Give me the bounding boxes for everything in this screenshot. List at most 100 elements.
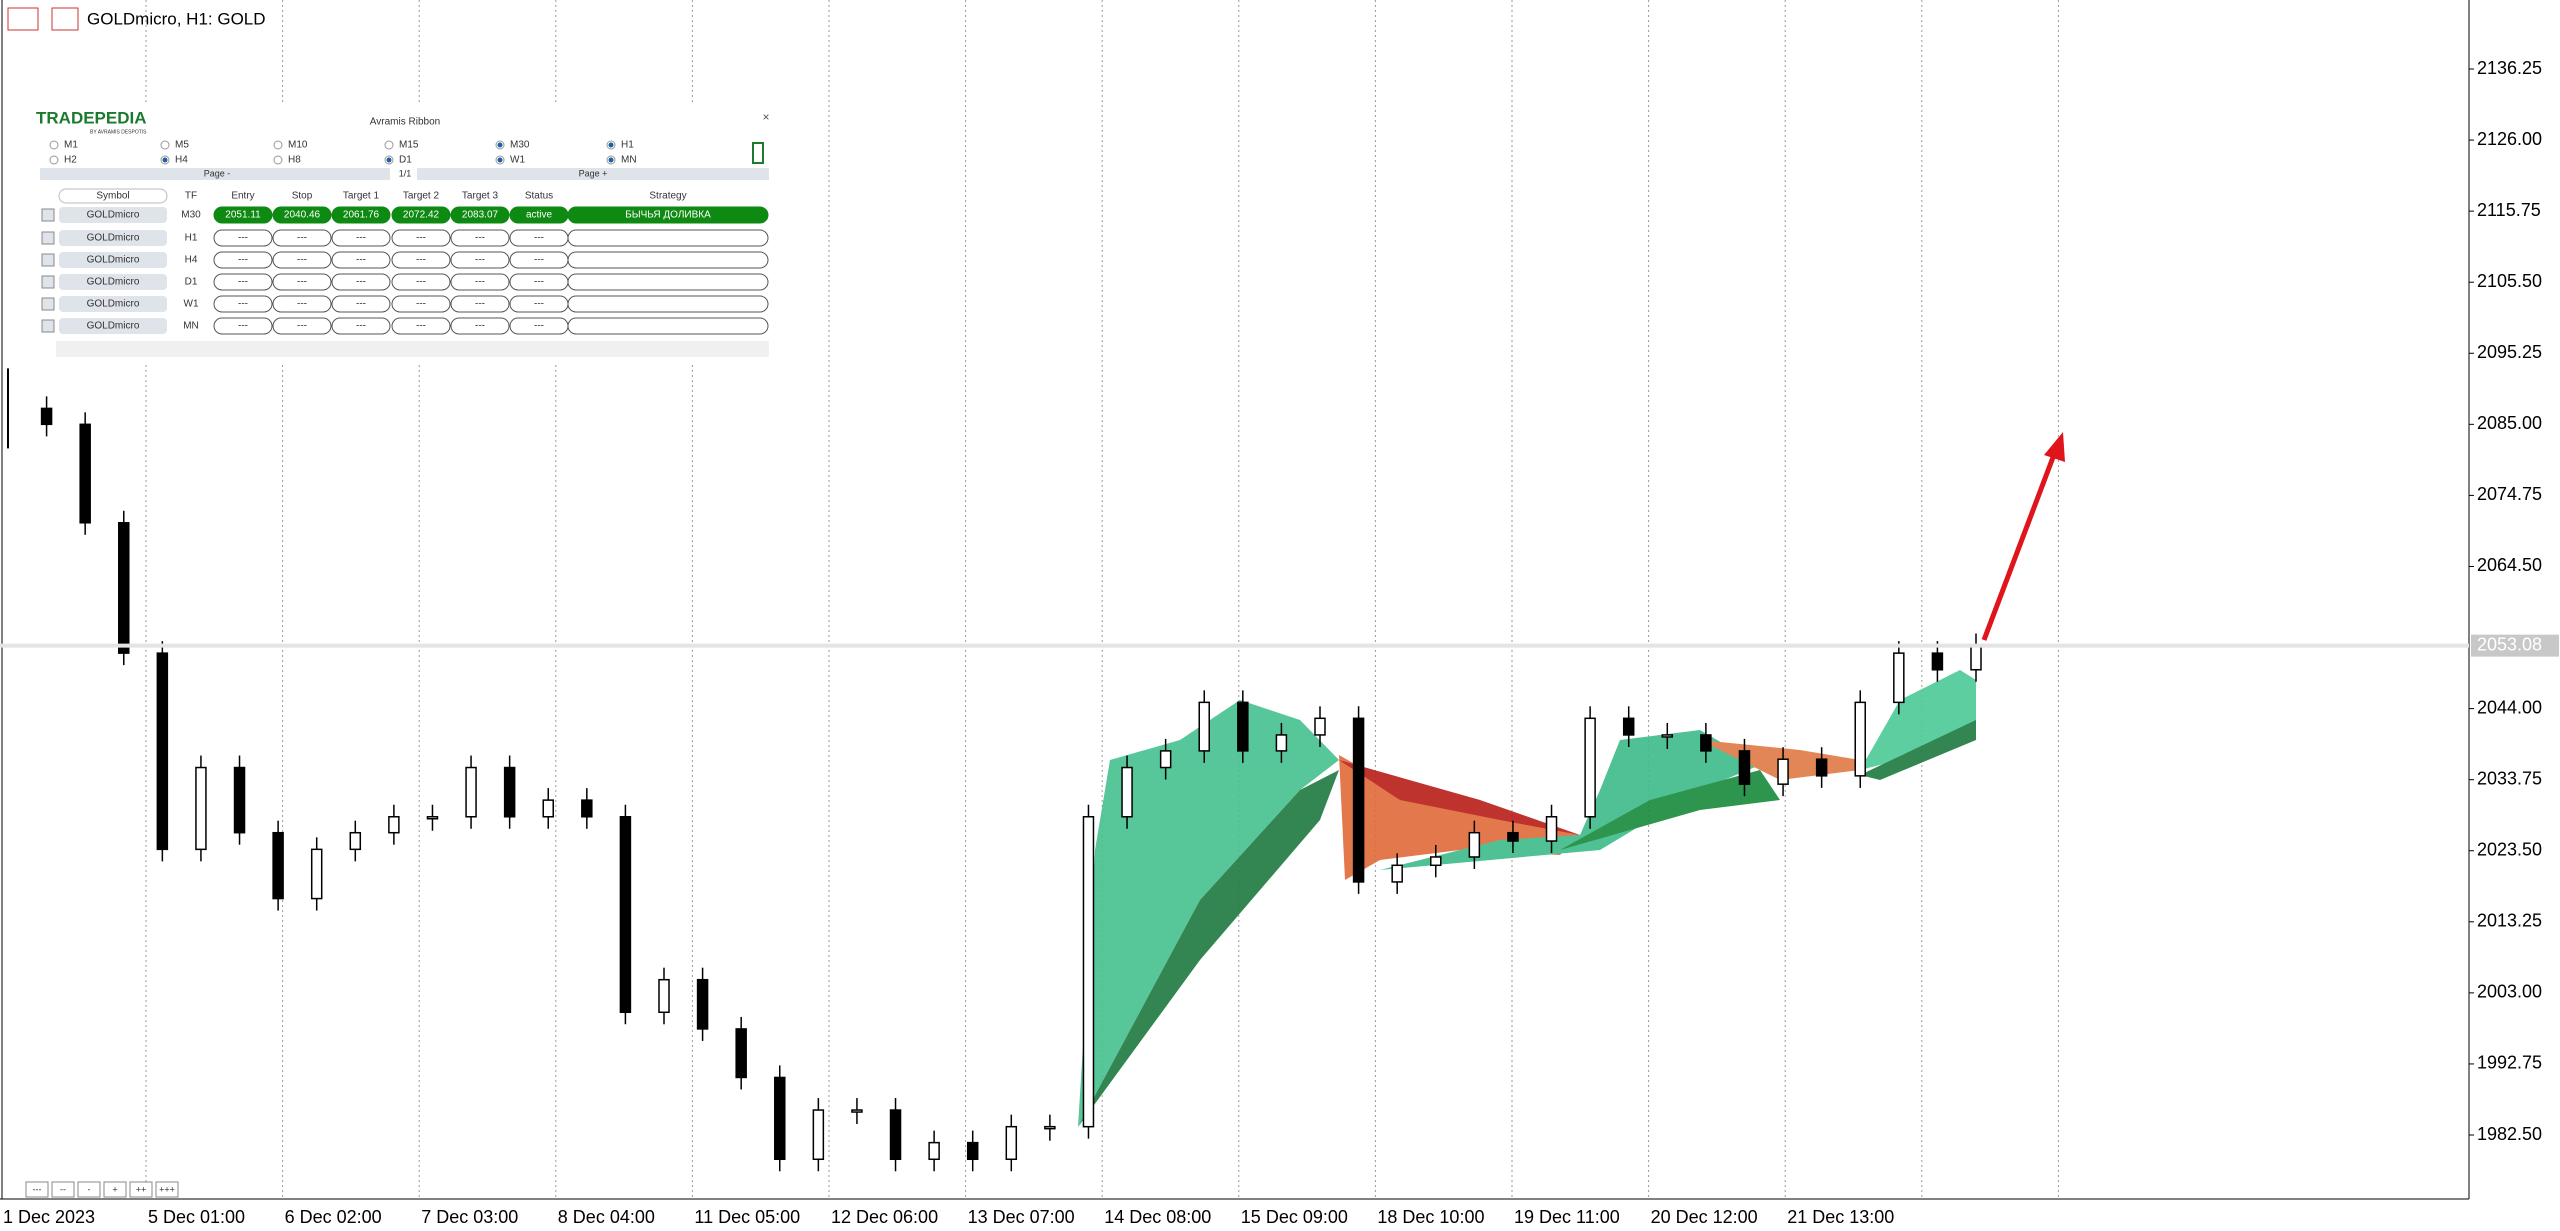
page-prev[interactable] bbox=[40, 168, 390, 180]
time-label: 13 Dec 07:00 bbox=[968, 1207, 1075, 1227]
ribbon bbox=[1078, 670, 1976, 1127]
candle-body bbox=[851, 1109, 863, 1113]
close-button[interactable]: × bbox=[762, 110, 769, 124]
candle-body bbox=[426, 816, 439, 820]
column-header: TF bbox=[185, 191, 197, 202]
price-label: 2085.00 bbox=[2477, 413, 2542, 433]
row-toggle[interactable] bbox=[41, 319, 55, 333]
candle-body bbox=[118, 522, 130, 654]
price-label: 2013.25 bbox=[2477, 911, 2542, 931]
price-label: 2033.75 bbox=[2477, 768, 2542, 788]
radio-label: M10 bbox=[288, 140, 308, 151]
zoom-button[interactable] bbox=[77, 1181, 101, 1198]
menu-icon[interactable] bbox=[7, 7, 39, 31]
candle-body bbox=[581, 799, 593, 818]
row-toggle[interactable] bbox=[41, 208, 55, 222]
cell: D1 bbox=[185, 277, 198, 288]
zoom-label[interactable]: -- bbox=[60, 1184, 66, 1194]
column-header: Target 1 bbox=[343, 191, 380, 202]
cell-pill bbox=[391, 295, 451, 313]
row-toggle[interactable] bbox=[41, 297, 55, 311]
candle-body bbox=[195, 766, 207, 851]
cell-pill bbox=[450, 317, 510, 335]
cell-pill bbox=[213, 273, 273, 291]
cell-pill bbox=[272, 273, 332, 291]
ribbon-green bbox=[1078, 700, 1339, 1127]
cell: 2083.07 bbox=[462, 210, 499, 221]
candle-body bbox=[388, 816, 400, 834]
time-label: 15 Dec 09:00 bbox=[1241, 1207, 1348, 1227]
cell: --- bbox=[534, 255, 544, 266]
cell: H1 bbox=[185, 233, 198, 244]
zoom-button[interactable] bbox=[129, 1181, 153, 1198]
time-label: 18 Dec 10:00 bbox=[1377, 1207, 1484, 1227]
zoom-button[interactable] bbox=[103, 1181, 127, 1198]
radio-label: H8 bbox=[288, 155, 301, 166]
column-header: Target 3 bbox=[462, 191, 499, 202]
zoom-button[interactable] bbox=[51, 1181, 75, 1198]
cell: --- bbox=[416, 277, 426, 288]
cell: GOLDmicro bbox=[87, 210, 140, 221]
zoom-label[interactable]: + bbox=[112, 1184, 117, 1194]
radio[interactable] bbox=[160, 140, 170, 150]
page-next[interactable] bbox=[417, 168, 769, 180]
cell-pill bbox=[272, 251, 332, 269]
cell-pill bbox=[391, 229, 451, 247]
page-prev-label[interactable]: Page - bbox=[204, 168, 231, 178]
candle-body bbox=[1545, 816, 1558, 842]
cell: GOLDmicro bbox=[87, 299, 140, 310]
cell: --- bbox=[534, 299, 544, 310]
radio-label: H4 bbox=[175, 155, 188, 166]
zoom-label[interactable]: +++ bbox=[159, 1184, 175, 1194]
cell: --- bbox=[356, 321, 366, 332]
radio[interactable] bbox=[49, 140, 59, 150]
zoom-button[interactable] bbox=[155, 1181, 179, 1198]
time-label: 12 Dec 06:00 bbox=[831, 1207, 938, 1227]
price-label: 2095.25 bbox=[2477, 342, 2542, 362]
candle-body bbox=[465, 766, 477, 818]
candle-body bbox=[1622, 717, 1635, 736]
panel-title: Avramis Ribbon bbox=[370, 117, 440, 128]
candle-body bbox=[272, 831, 284, 900]
radio[interactable] bbox=[273, 155, 283, 165]
zoom-button[interactable] bbox=[25, 1181, 49, 1198]
radio-dot bbox=[608, 157, 614, 163]
chart-icon[interactable] bbox=[51, 7, 79, 31]
candle-body bbox=[1430, 856, 1442, 867]
zoom-label[interactable]: --- bbox=[33, 1184, 42, 1194]
zoom-label[interactable]: - bbox=[88, 1184, 91, 1194]
candle-body bbox=[1198, 701, 1210, 752]
row-toggle[interactable] bbox=[41, 231, 55, 245]
radio[interactable] bbox=[49, 155, 59, 165]
arrow-head bbox=[2044, 432, 2065, 462]
cell: --- bbox=[297, 255, 307, 266]
cell-pill bbox=[331, 295, 391, 313]
cell: --- bbox=[238, 277, 248, 288]
row-toggle[interactable] bbox=[41, 275, 55, 289]
candle-body bbox=[812, 1109, 825, 1161]
candle-body bbox=[1970, 644, 1982, 671]
cell: БЫЧЬЯ ДОЛИВКА bbox=[625, 210, 711, 221]
cell: H4 bbox=[185, 255, 198, 266]
candle-body bbox=[1237, 701, 1249, 752]
radio[interactable] bbox=[273, 140, 283, 150]
candle-body bbox=[774, 1076, 786, 1161]
candle-body bbox=[1777, 758, 1789, 785]
cell: W1 bbox=[184, 299, 199, 310]
cell: --- bbox=[534, 233, 544, 244]
radio[interactable] bbox=[384, 140, 394, 150]
logo-sub: BY AVRAMIS DESPOTIS bbox=[90, 129, 147, 135]
radio-label: H2 bbox=[64, 155, 77, 166]
cell-pill bbox=[59, 274, 167, 290]
candle-body bbox=[1854, 701, 1866, 777]
cell-pill bbox=[450, 229, 510, 247]
price-label: 2074.75 bbox=[2477, 484, 2542, 504]
page-number: 1/1 bbox=[399, 168, 412, 178]
cell-pill bbox=[450, 251, 510, 269]
page-next-label[interactable]: Page + bbox=[579, 168, 608, 178]
cell: 2051.11 bbox=[225, 210, 261, 221]
radio-label: M30 bbox=[510, 140, 530, 151]
zoom-label[interactable]: ++ bbox=[136, 1184, 147, 1194]
row-toggle[interactable] bbox=[41, 253, 55, 267]
